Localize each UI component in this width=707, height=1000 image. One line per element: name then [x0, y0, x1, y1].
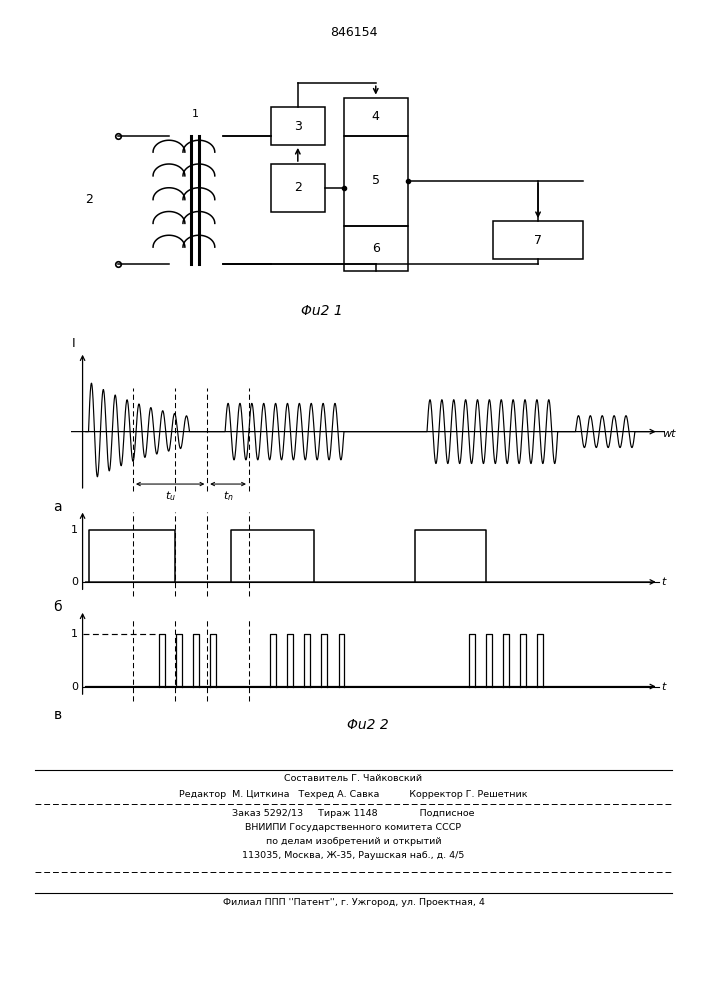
Bar	[344, 98, 407, 135]
Bar	[493, 221, 583, 259]
Text: Φu2 2: Φu2 2	[346, 718, 389, 732]
Text: Филиал ППП ''Патент'', г. Ужгород, ул. Проектная, 4: Филиал ППП ''Патент'', г. Ужгород, ул. П…	[223, 898, 484, 907]
Text: 7: 7	[534, 233, 542, 246]
Text: Φu2 1: Φu2 1	[300, 304, 343, 318]
Text: t: t	[662, 577, 666, 587]
Text: 0: 0	[71, 577, 78, 587]
Text: 1: 1	[71, 525, 78, 535]
Text: а: а	[53, 500, 62, 514]
Text: 6: 6	[372, 242, 380, 255]
Text: $t_n$: $t_n$	[223, 490, 233, 503]
Text: Редактор  М. Циткина   Техред А. Савка          Корректор Г. Решетник: Редактор М. Циткина Техред А. Савка Корр…	[180, 790, 527, 799]
Text: 2: 2	[294, 181, 302, 194]
Text: Заказ 5292/13     Тираж 1148              Подписное: Заказ 5292/13 Тираж 1148 Подписное	[233, 809, 474, 818]
Text: 1: 1	[71, 629, 78, 639]
Text: по делам изобретений и открытий: по делам изобретений и открытий	[266, 837, 441, 846]
Text: 4: 4	[372, 110, 380, 123]
Text: 3: 3	[294, 119, 302, 132]
Text: 113035, Москва, Ж-35, Раушская наб., д. 4/5: 113035, Москва, Ж-35, Раушская наб., д. …	[243, 851, 464, 860]
Bar	[271, 164, 325, 212]
Text: $t_u$: $t_u$	[165, 490, 175, 503]
Text: ВНИИПИ Государственного комитета СССР: ВНИИПИ Государственного комитета СССР	[245, 823, 462, 832]
Bar	[344, 226, 407, 271]
Text: 2: 2	[86, 193, 93, 206]
Text: б: б	[53, 600, 62, 614]
Text: Составитель Г. Чайковский: Составитель Г. Чайковский	[284, 774, 423, 783]
Text: 1: 1	[192, 109, 199, 119]
Text: в: в	[54, 708, 62, 722]
Bar	[271, 107, 325, 145]
Bar	[344, 135, 407, 226]
Text: 846154: 846154	[329, 26, 378, 39]
Text: 5: 5	[372, 174, 380, 187]
Text: t: t	[662, 682, 666, 692]
Text: 0: 0	[71, 682, 78, 692]
Text: I: I	[72, 337, 76, 350]
Text: wt: wt	[662, 429, 675, 439]
